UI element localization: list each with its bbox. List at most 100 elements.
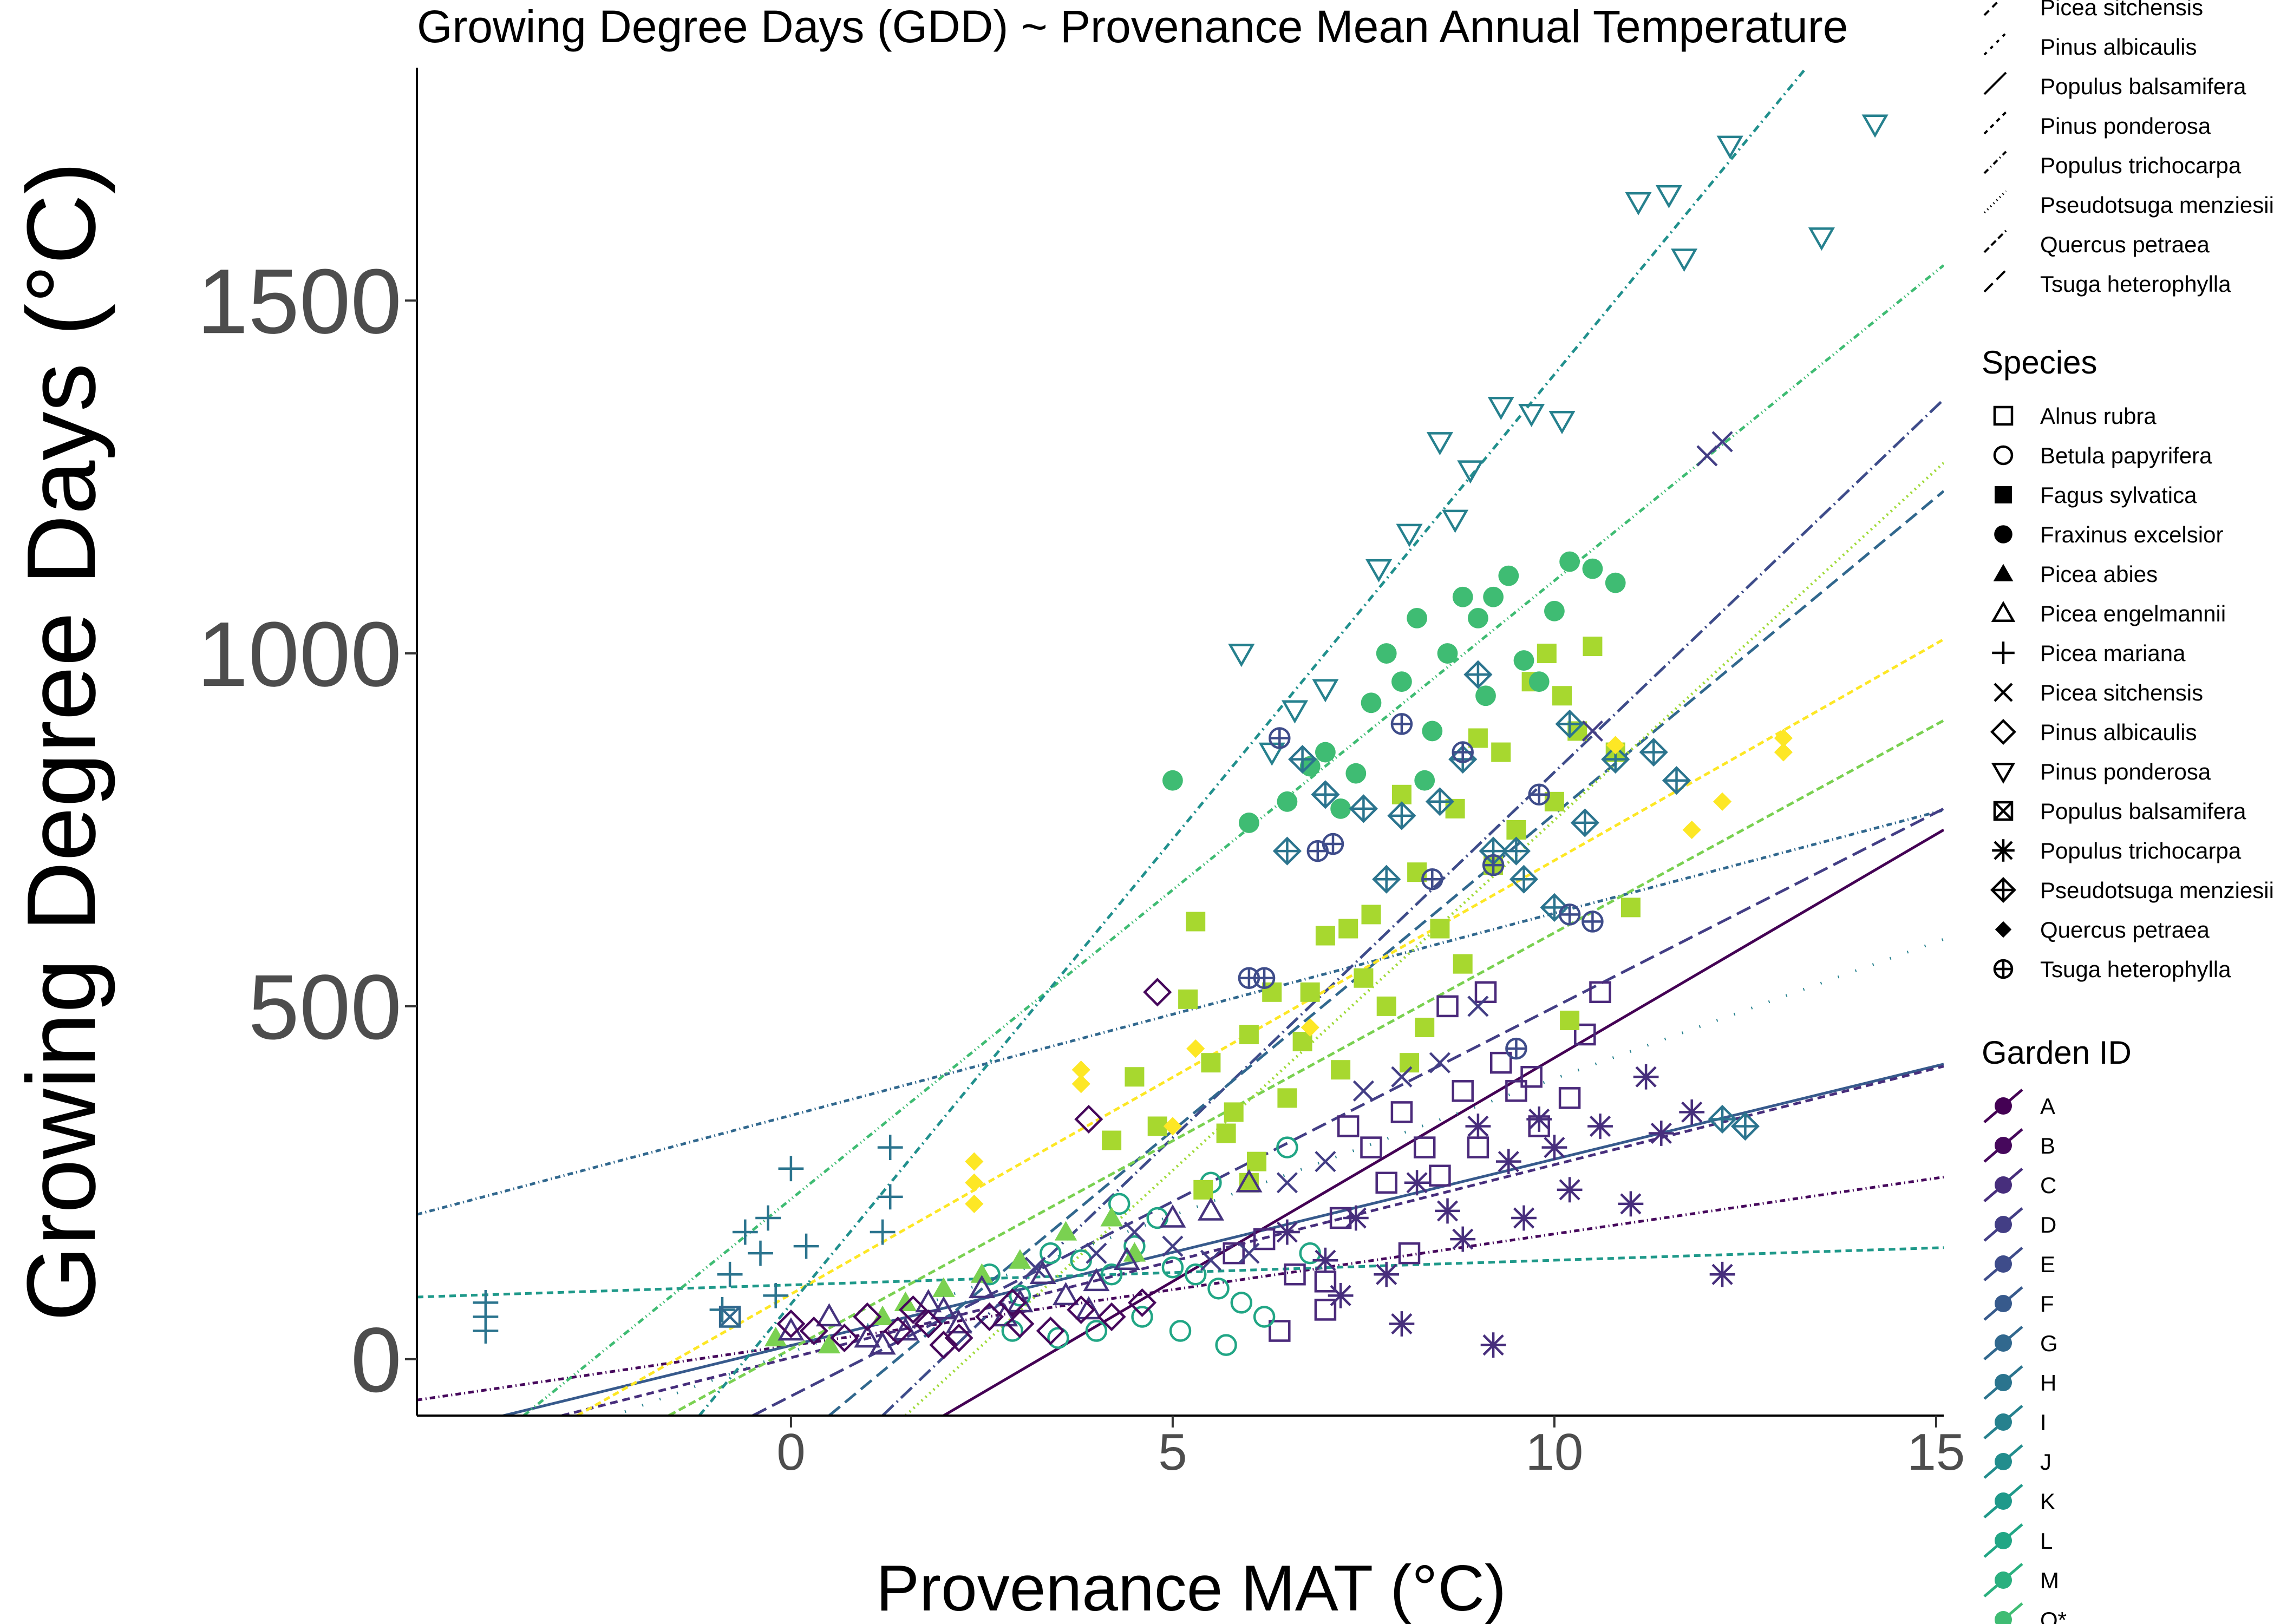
data-point bbox=[1570, 808, 1599, 837]
data-point bbox=[1376, 996, 1396, 1016]
fit-line bbox=[828, 490, 1944, 1416]
data-point bbox=[1713, 792, 1732, 811]
data-point bbox=[1005, 1309, 1035, 1339]
data-point bbox=[877, 1184, 903, 1210]
data-point bbox=[1396, 523, 1423, 547]
fit-line bbox=[498, 1063, 1944, 1416]
data-point bbox=[1083, 1268, 1110, 1292]
data-point bbox=[1583, 637, 1603, 657]
species-legend-label: Picea engelmannii bbox=[2040, 601, 2226, 626]
data-point bbox=[1100, 1207, 1123, 1227]
garden-legend-label: I bbox=[2040, 1410, 2047, 1435]
data-point bbox=[870, 1219, 896, 1245]
data-point bbox=[755, 1205, 781, 1231]
data-point bbox=[1483, 586, 1504, 607]
data-point bbox=[1284, 1263, 1306, 1286]
data-point bbox=[1625, 192, 1652, 215]
data-point bbox=[1414, 770, 1435, 791]
data-point bbox=[1655, 185, 1682, 208]
x-axis-label: Provenance MAT (°C) bbox=[876, 1552, 1506, 1624]
data-point bbox=[1389, 1311, 1415, 1337]
garden-legend-label: K bbox=[2040, 1489, 2055, 1514]
data-point bbox=[1487, 396, 1514, 420]
species-legend-key bbox=[1993, 564, 2014, 581]
data-point bbox=[1480, 1332, 1506, 1358]
x-tick-label: 10 bbox=[1526, 1423, 1584, 1481]
data-point bbox=[998, 1288, 1027, 1317]
fit-lines-layer bbox=[417, 68, 1944, 1416]
garden-legend-label: L bbox=[2040, 1528, 2053, 1554]
data-point bbox=[1453, 954, 1473, 974]
data-point bbox=[1548, 411, 1576, 435]
linetype-legend-key bbox=[1983, 150, 2007, 174]
data-point bbox=[1482, 854, 1505, 876]
fit-line bbox=[417, 809, 1944, 1216]
data-point bbox=[929, 1331, 958, 1360]
data-point bbox=[1067, 1295, 1096, 1325]
species-legend-label: Pseudotsuga menziesii bbox=[2040, 878, 2274, 903]
data-point bbox=[1467, 1136, 1489, 1158]
data-points-layer bbox=[473, 114, 1889, 1360]
data-point bbox=[1374, 1261, 1400, 1287]
series-fraxinus-excelsior bbox=[1162, 551, 1626, 833]
data-point bbox=[1633, 1064, 1659, 1090]
data-point bbox=[1425, 787, 1454, 816]
data-point bbox=[1390, 713, 1413, 735]
data-point bbox=[1162, 1235, 1184, 1257]
series-quercus-petraea bbox=[965, 729, 1793, 1214]
data-point bbox=[1468, 728, 1488, 748]
data-point bbox=[1711, 431, 1733, 453]
data-point bbox=[1442, 509, 1469, 533]
data-point bbox=[1024, 1256, 1046, 1278]
data-point bbox=[1468, 607, 1488, 628]
garden-legend-label: D bbox=[2040, 1212, 2056, 1237]
fit-line bbox=[417, 1175, 1944, 1402]
data-point bbox=[1413, 1136, 1436, 1158]
linetype-legend-key bbox=[1983, 230, 2007, 253]
data-point bbox=[1253, 1306, 1276, 1328]
fit-line bbox=[668, 719, 1944, 1416]
species-legend: Species Alnus rubra Betula papyrifera Fagu… bbox=[1982, 344, 2274, 982]
species-legend-label: Alnus rubra bbox=[2040, 403, 2157, 429]
species-legend-label: Picea mariana bbox=[2040, 640, 2186, 666]
data-point bbox=[1009, 1285, 1031, 1307]
data-point bbox=[1716, 135, 1743, 159]
data-point bbox=[1511, 1205, 1537, 1231]
x-tick-label: 5 bbox=[1158, 1423, 1187, 1481]
data-point bbox=[1184, 1263, 1207, 1286]
data-point bbox=[894, 1291, 917, 1311]
data-point bbox=[1247, 1151, 1266, 1171]
series-populus-balsamifera bbox=[718, 1306, 741, 1328]
series-pseudotsuga-menziesii bbox=[1272, 660, 1760, 1141]
data-point bbox=[1430, 919, 1450, 939]
data-point bbox=[1200, 1249, 1221, 1271]
garden-legend-key bbox=[1983, 1444, 2023, 1479]
data-point bbox=[1671, 248, 1698, 272]
series-pinus-ponderosa bbox=[1228, 114, 1889, 766]
data-point bbox=[1387, 801, 1416, 830]
data-point bbox=[1537, 644, 1557, 664]
data-point bbox=[1301, 1018, 1319, 1037]
data-point bbox=[1415, 1017, 1435, 1037]
species-legend-key bbox=[1994, 683, 2013, 702]
linetype-legend-key bbox=[1983, 71, 2007, 95]
linetype-legend-key bbox=[1983, 269, 2007, 293]
data-point bbox=[1589, 981, 1611, 1004]
data-point bbox=[1127, 1288, 1157, 1317]
data-point bbox=[1100, 1263, 1123, 1286]
garden-legend-label: E bbox=[2040, 1252, 2055, 1277]
data-point bbox=[970, 1263, 994, 1283]
linetype-legend-label: Populus trichocarpa bbox=[2040, 153, 2242, 178]
data-point bbox=[1052, 1282, 1080, 1306]
garden-legend-label: C bbox=[2040, 1173, 2056, 1198]
data-point bbox=[1518, 404, 1545, 428]
fit-line bbox=[881, 398, 1944, 1416]
garden-legend-label: F bbox=[2040, 1291, 2054, 1317]
data-point bbox=[1520, 1065, 1543, 1088]
data-point bbox=[1391, 1066, 1413, 1088]
data-point bbox=[1361, 692, 1382, 713]
data-point bbox=[1281, 700, 1309, 724]
data-point bbox=[1146, 1207, 1168, 1229]
species-legend-label: Populus trichocarpa bbox=[2040, 838, 2242, 863]
y-tick-label: 1500 bbox=[197, 250, 402, 353]
